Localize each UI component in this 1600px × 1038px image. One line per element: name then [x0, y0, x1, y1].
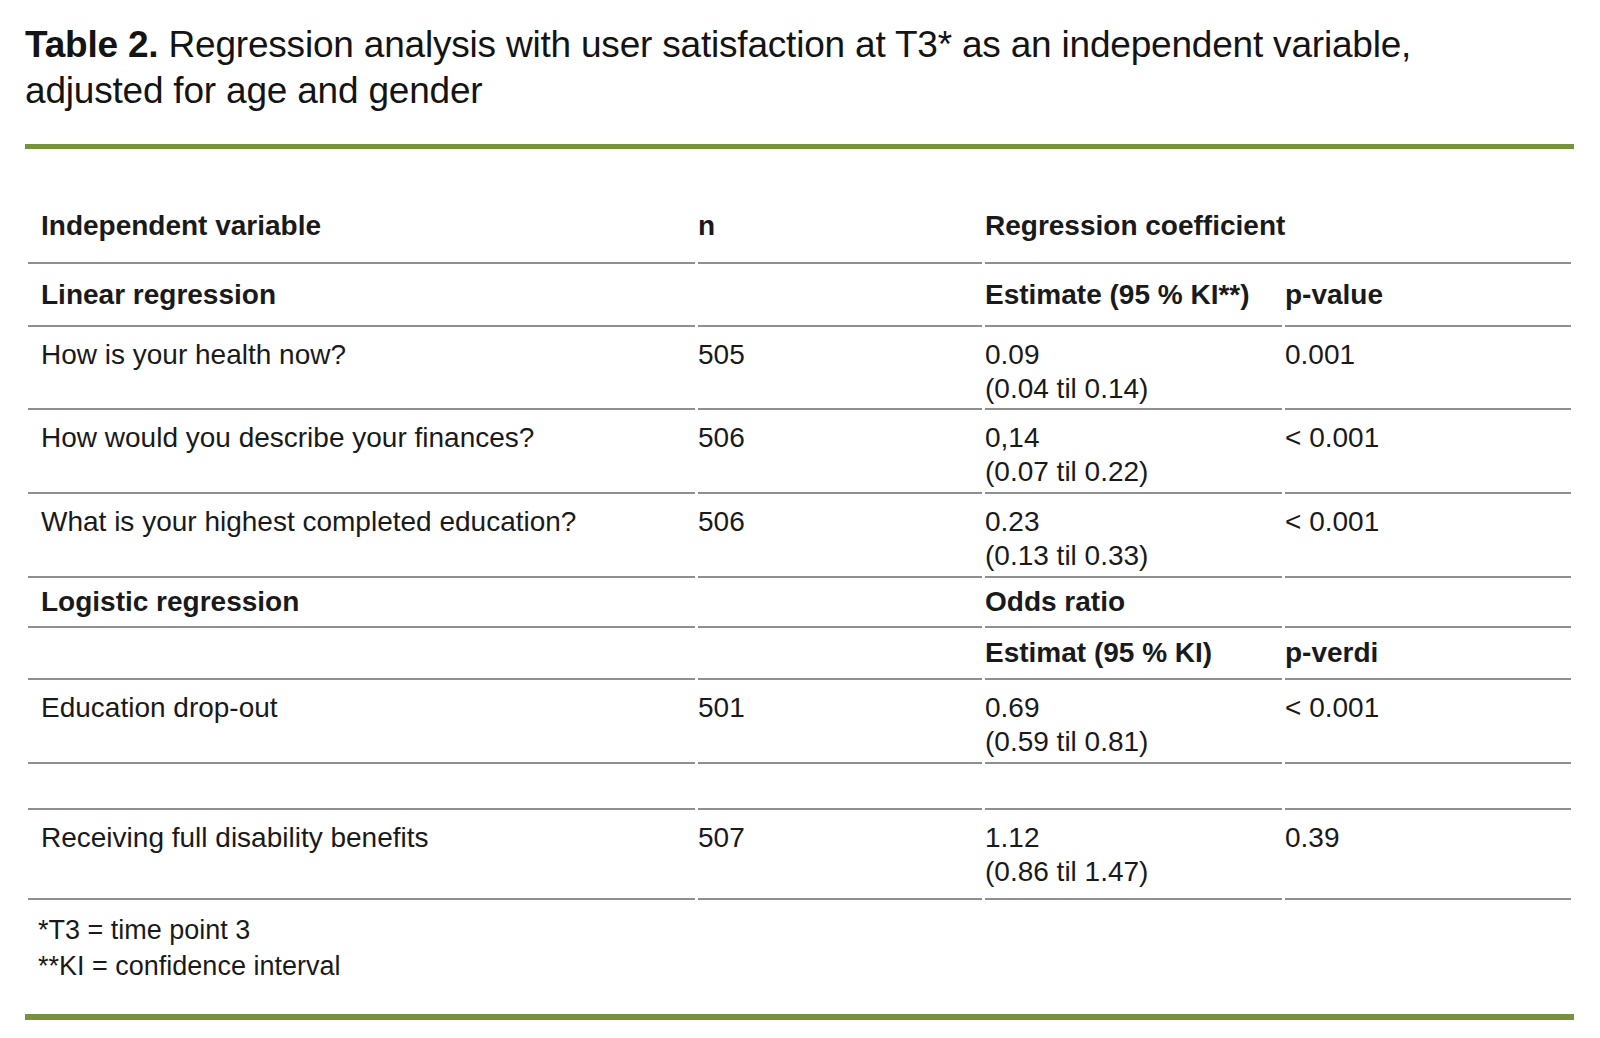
cell-variable: What is your highest completed education…: [28, 494, 695, 578]
table-title-line1: Table 2. Regression analysis with user s…: [25, 22, 1574, 68]
estimate-value: 0.09: [985, 338, 1282, 372]
column-header-odds-ratio: Odds ratio: [985, 578, 1282, 628]
column-header-independent-variable: Independent variable: [28, 149, 695, 264]
column-header-estimate: Estimate (95 % KI**): [985, 264, 1282, 327]
table-row-education: What is your highest completed education…: [28, 494, 1571, 578]
column-header-regression-coefficient: Regression coefficient: [985, 149, 1571, 264]
empty-cell: [1285, 578, 1571, 628]
logistic-regression-section-row: Logistic regression Odds ratio: [28, 578, 1571, 628]
table-row-finances: How would you describe your finances? 50…: [28, 410, 1571, 494]
column-header-n: n: [698, 149, 982, 264]
cell-n: 505: [698, 327, 982, 410]
cell-n: 507: [698, 810, 982, 900]
spacer-row: [28, 764, 1571, 810]
confidence-interval: (0.07 til 0.22): [985, 455, 1282, 489]
confidence-interval: (0.86 til 1.47): [985, 855, 1282, 889]
cell-p-value: < 0.001: [1285, 494, 1571, 578]
table-title-text: Regression analysis with user satisfacti…: [169, 24, 1412, 65]
cell-p-value: < 0.001: [1285, 410, 1571, 494]
table-title: Table 2. Regression analysis with user s…: [25, 22, 1574, 114]
section-label-linear-regression: Linear regression: [28, 264, 695, 327]
footnote-t3: *T3 = time point 3: [38, 912, 1574, 948]
table-header-row: Independent variable n Regression coeffi…: [28, 149, 1571, 264]
empty-cell: [985, 764, 1282, 810]
estimate-value: 1.12: [985, 821, 1282, 855]
table-title-line2: adjusted for age and gender: [25, 68, 1574, 114]
cell-n: 506: [698, 494, 982, 578]
regression-table: Independent variable n Regression coeffi…: [25, 149, 1574, 900]
empty-cell: [698, 264, 982, 327]
empty-cell: [698, 578, 982, 628]
empty-cell: [698, 628, 982, 680]
footnotes: *T3 = time point 3 **KI = confidence int…: [25, 912, 1574, 984]
cell-estimate: 0.69 (0.59 til 0.81): [985, 680, 1282, 764]
empty-cell: [698, 764, 982, 810]
cell-estimate: 0,14 (0.07 til 0.22): [985, 410, 1282, 494]
cell-p-value: 0.39: [1285, 810, 1571, 900]
cell-variable: How would you describe your finances?: [28, 410, 695, 494]
confidence-interval: (0.04 til 0.14): [985, 372, 1282, 406]
cell-n: 506: [698, 410, 982, 494]
estimate-value: 0.23: [985, 505, 1282, 539]
cell-estimate: 0.23 (0.13 til 0.33): [985, 494, 1282, 578]
column-header-p-verdi: p-verdi: [1285, 628, 1571, 680]
footnote-ki: **KI = confidence interval: [38, 948, 1574, 984]
cell-variable: Education drop-out: [28, 680, 695, 764]
linear-regression-section-row: Linear regression Estimate (95 % KI**) p…: [28, 264, 1571, 327]
table-number-label: Table 2.: [25, 24, 158, 65]
cell-variable: Receiving full disability benefits: [28, 810, 695, 900]
estimate-value: 0,14: [985, 421, 1282, 455]
confidence-interval: (0.59 til 0.81): [985, 725, 1282, 759]
empty-cell: [28, 764, 695, 810]
cell-estimate: 1.12 (0.86 til 1.47): [985, 810, 1282, 900]
cell-n: 501: [698, 680, 982, 764]
logistic-subheader-row: Estimat (95 % KI) p-verdi: [28, 628, 1571, 680]
column-header-estimat: Estimat (95 % KI): [985, 628, 1282, 680]
empty-cell: [1285, 764, 1571, 810]
cell-estimate: 0.09 (0.04 til 0.14): [985, 327, 1282, 410]
confidence-interval: (0.13 til 0.33): [985, 539, 1282, 573]
cell-variable: How is your health now?: [28, 327, 695, 410]
table-row-health: How is your health now? 505 0.09 (0.04 t…: [28, 327, 1571, 410]
page: Table 2. Regression analysis with user s…: [0, 0, 1574, 1020]
cell-p-value: < 0.001: [1285, 680, 1571, 764]
empty-cell: [28, 628, 695, 680]
table-row-dropout: Education drop-out 501 0.69 (0.59 til 0.…: [28, 680, 1571, 764]
estimate-value: 0.69: [985, 691, 1282, 725]
table-row-disability: Receiving full disability benefits 507 1…: [28, 810, 1571, 900]
section-label-logistic-regression: Logistic regression: [28, 578, 695, 628]
cell-p-value: 0.001: [1285, 327, 1571, 410]
bottom-rule: [25, 1014, 1574, 1020]
column-header-p-value: p-value: [1285, 264, 1571, 327]
